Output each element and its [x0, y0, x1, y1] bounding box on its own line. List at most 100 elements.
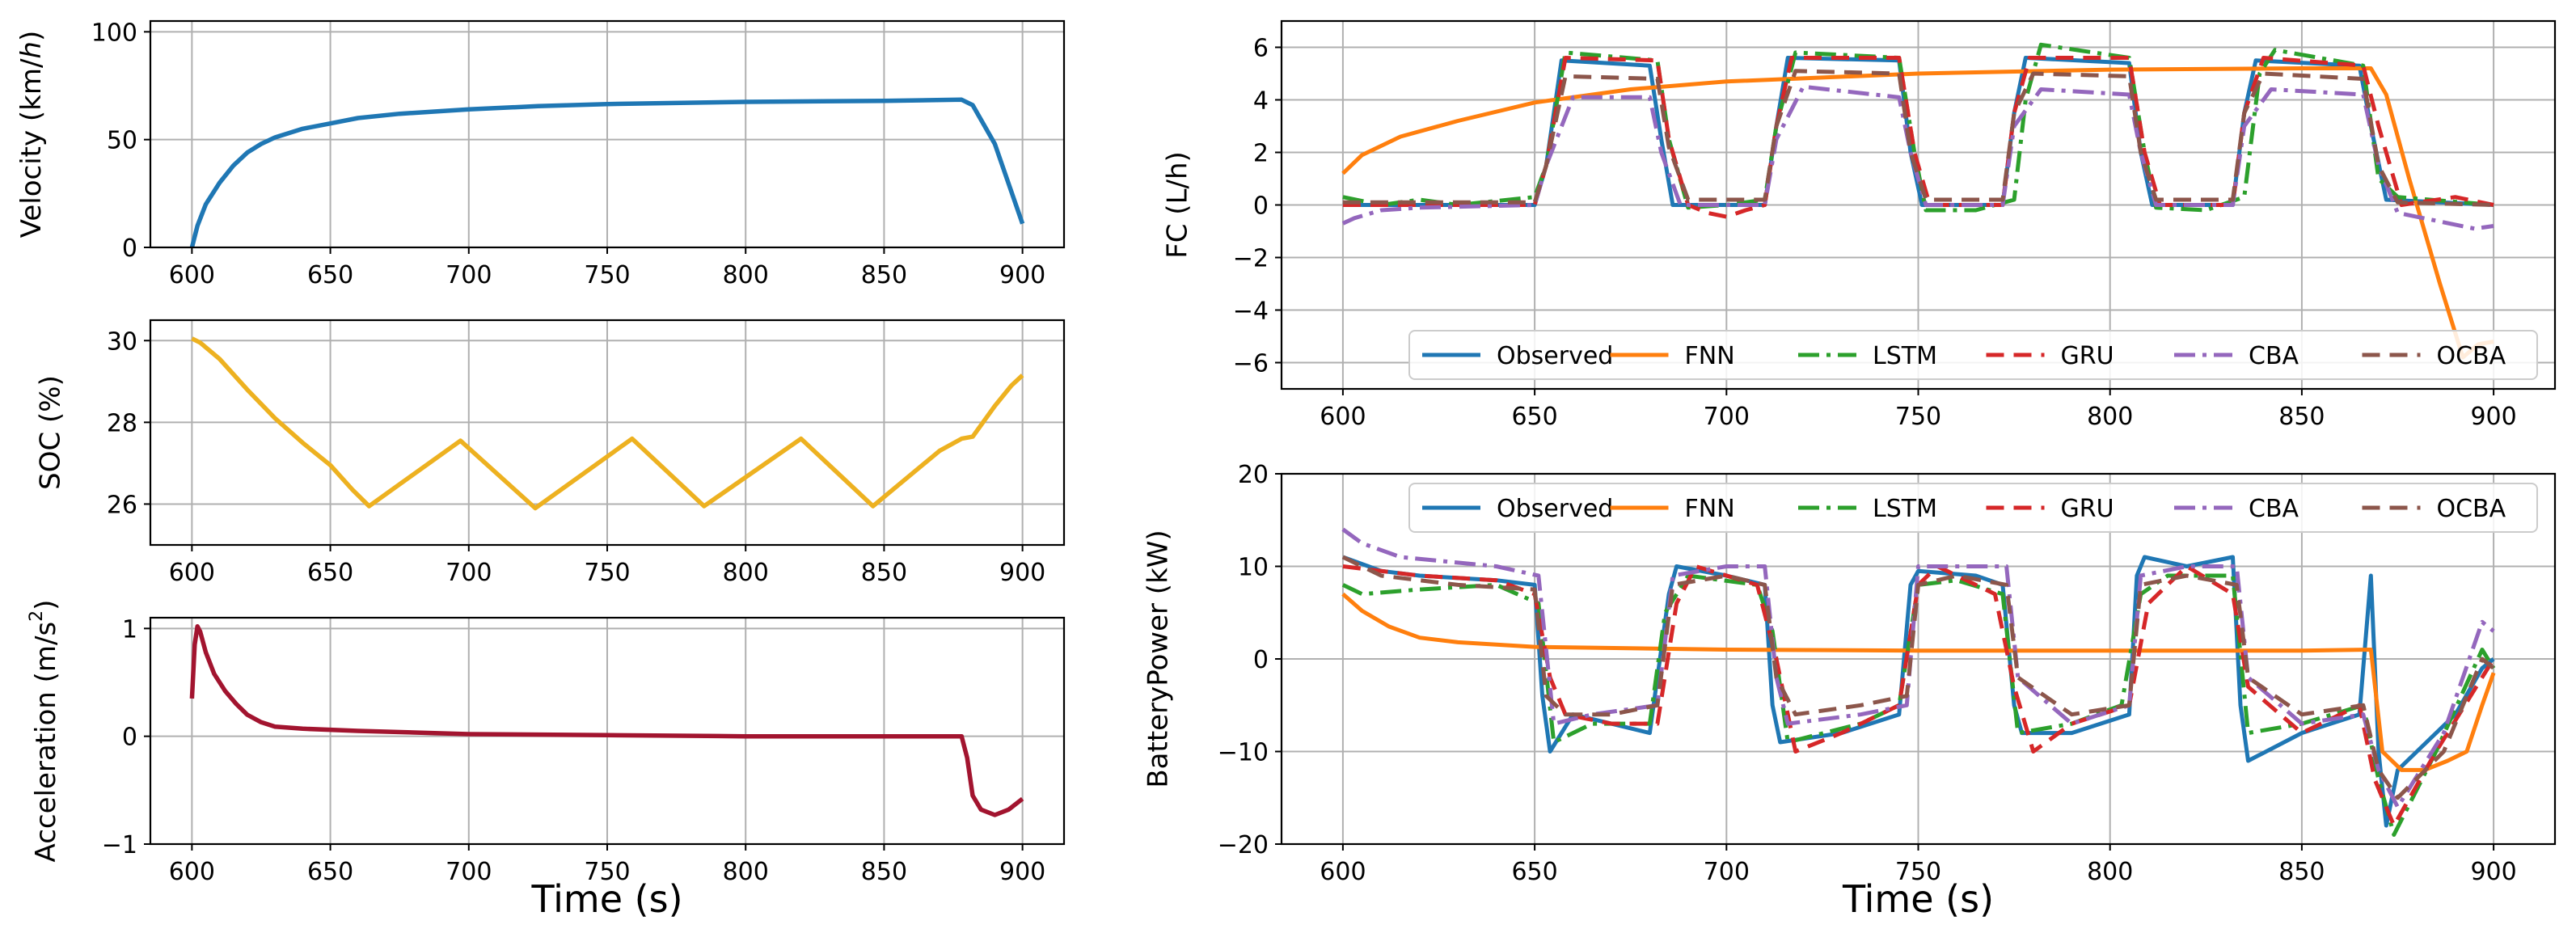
- legend-label-gru: GRU: [2061, 495, 2114, 523]
- x-tick-label: 750: [1895, 403, 1941, 431]
- series-group: [191, 336, 1024, 511]
- x-axis-label: Time (s): [1842, 877, 1994, 921]
- series-line-velocity: [189, 97, 1025, 247]
- x-axis-label: Time (s): [530, 877, 682, 921]
- x-tick-label: 700: [1704, 858, 1750, 886]
- series-line-fnn: [1341, 66, 2494, 360]
- x-tick-label: 800: [723, 559, 769, 587]
- y-tick-label: 30: [107, 327, 137, 356]
- x-tick-label: 850: [2278, 858, 2325, 886]
- series-group: [189, 623, 1024, 817]
- legend-label-lstm: LSTM: [1873, 495, 1937, 523]
- x-tick-label: 700: [446, 858, 492, 886]
- legend-label-observed: Observed: [1497, 495, 1613, 523]
- chart-velocity: 600 650 700 750 800 850 900 0 50 100 Velocity (km/…: [15, 19, 1066, 289]
- legend: Observed FNN LSTM GRU CBA OCBA: [1408, 330, 2538, 380]
- x-tick-label: 750: [1895, 858, 1941, 886]
- x-tick-label: 900: [999, 261, 1045, 289]
- y-tick-label: −1: [102, 831, 137, 859]
- series-line-ocba: [1342, 69, 2494, 207]
- x-tick-label: 800: [723, 261, 769, 289]
- y-tick-label: −20: [1218, 831, 1269, 859]
- x-tick-label: 750: [584, 858, 630, 886]
- x-tick-label: 900: [999, 858, 1045, 886]
- legend-label-fnn: FNN: [1685, 342, 1735, 370]
- x-tick-label: 850: [861, 261, 907, 289]
- x-tick-label: 900: [999, 559, 1045, 587]
- legend-label-fnn: FNN: [1685, 495, 1735, 523]
- series-line-acceleration: [189, 623, 1024, 817]
- x-tick-label: 600: [169, 858, 215, 886]
- axes-frame: [149, 616, 1066, 846]
- x-tick-label: 900: [2470, 403, 2516, 431]
- axes-frame: [1280, 472, 2557, 846]
- series-line-fnn: [1341, 592, 2496, 772]
- legend-label-gru: GRU: [2061, 342, 2114, 370]
- legend-label-cba: CBA: [2249, 495, 2299, 523]
- series-group: [189, 97, 1025, 247]
- x-tick-label: 800: [723, 858, 769, 886]
- y-tick-label: 10: [1238, 554, 1269, 582]
- legend-label-ocba: OCBA: [2437, 495, 2506, 523]
- x-tick-label: 650: [307, 858, 353, 886]
- y-tick-label: 1: [122, 615, 137, 644]
- x-tick-label: 800: [2087, 403, 2133, 431]
- series-group: [1341, 42, 2494, 360]
- y-tick-label: 0: [122, 234, 137, 263]
- y-axis-label: Velocity (km/h): [15, 31, 48, 239]
- y-tick-label: 0: [122, 724, 137, 752]
- legend-label-ocba: OCBA: [2437, 342, 2506, 370]
- chart-acceleration: 600 650 700 750 800 850 900 −1 0 1 Acceleration (m…: [27, 600, 1066, 921]
- x-tick-label: 600: [1320, 858, 1366, 886]
- y-tick-label: 50: [107, 127, 137, 155]
- chart-soc: 600 650 700 750 800 850 900 26 28 30 SOC (%): [35, 319, 1066, 587]
- series-line-cba: [1341, 84, 2494, 231]
- y-tick-label: 6: [1253, 35, 1269, 63]
- legend: Observed FNN LSTM GRU CBA OCBA: [1408, 483, 2538, 533]
- x-tick-label: 700: [1704, 403, 1750, 431]
- y-axis-label: SOC (%): [35, 375, 67, 490]
- x-tick-label: 650: [307, 559, 353, 587]
- x-tick-label: 650: [1511, 403, 1557, 431]
- legend-label-lstm: LSTM: [1873, 342, 1937, 370]
- x-tick-label: 850: [861, 858, 907, 886]
- axes-frame: [1280, 19, 2557, 391]
- x-tick-label: 600: [1320, 403, 1366, 431]
- x-tick-label: 700: [446, 559, 492, 587]
- series-line-soc: [191, 336, 1024, 511]
- x-tick-label: 600: [169, 261, 215, 289]
- y-tick-label: 20: [1238, 461, 1269, 489]
- x-tick-label: 900: [2470, 858, 2516, 886]
- y-axis-label: FC (L/h): [1162, 151, 1194, 259]
- x-tick-label: 650: [1511, 858, 1557, 886]
- x-tick-label: 850: [2278, 403, 2325, 431]
- y-tick-label: 0: [1253, 646, 1269, 674]
- y-axis-label: Acceleration (m/s2): [27, 600, 62, 863]
- chart-battery-power: 600 650 700 750 800 850 900 −20 −10 0 10 20 BatteryP…: [1142, 461, 2557, 921]
- y-axis-label: BatteryPower (kW): [1142, 530, 1175, 787]
- y-tick-label: 2: [1253, 140, 1269, 168]
- x-tick-label: 700: [446, 261, 492, 289]
- x-tick-label: 600: [169, 559, 215, 587]
- y-tick-label: 4: [1253, 87, 1269, 116]
- series-group: [1341, 527, 2496, 837]
- x-tick-label: 750: [584, 261, 630, 289]
- series-line-ocba: [1341, 555, 2495, 800]
- x-tick-label: 850: [861, 559, 907, 587]
- series-line-cba: [1341, 527, 2495, 809]
- y-tick-label: −10: [1218, 739, 1269, 767]
- y-tick-label: −6: [1233, 350, 1269, 378]
- y-tick-label: 26: [107, 491, 137, 519]
- legend-box: [1408, 330, 2538, 380]
- y-tick-label: 0: [1253, 192, 1269, 221]
- chart-fuel-consumption: 600 650 700 750 800 850 900 −6 −4 −2 0 2 4 6 FC (L/h) O…: [1162, 19, 2557, 431]
- y-tick-label: 28: [107, 409, 137, 437]
- series-line-gru: [1342, 56, 2494, 219]
- x-tick-label: 650: [307, 261, 353, 289]
- y-tick-label: −2: [1233, 245, 1269, 273]
- legend-label-observed: Observed: [1497, 342, 1613, 370]
- legend-box: [1408, 483, 2538, 533]
- series-line-gru: [1342, 564, 2496, 828]
- legend-label-cba: CBA: [2249, 342, 2299, 370]
